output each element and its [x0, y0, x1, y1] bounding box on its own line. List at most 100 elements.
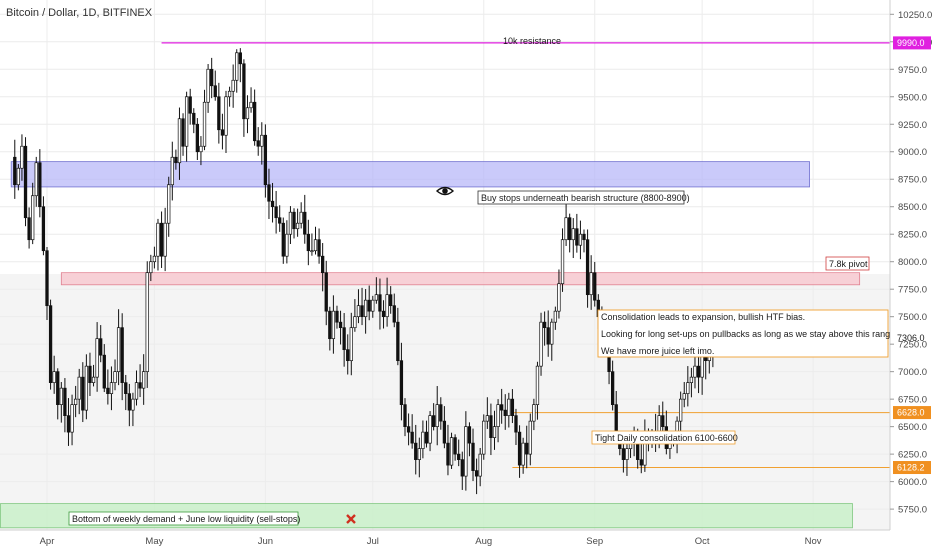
candle-body — [52, 371, 56, 384]
current-price-tag: 7306.0 — [897, 333, 925, 343]
candle-body — [410, 431, 414, 444]
candle-body — [45, 250, 49, 307]
candle-body — [689, 376, 694, 384]
candle-body — [252, 101, 257, 142]
candle-body — [500, 404, 504, 411]
x-tick-label: Jun — [258, 536, 273, 547]
candle-body — [539, 321, 543, 367]
candle-body — [564, 217, 568, 241]
candle-body — [492, 426, 497, 438]
candle-body — [102, 354, 106, 389]
candle-body — [392, 305, 396, 323]
y-tick-label: 10250.0 — [898, 10, 932, 21]
candle-body — [442, 420, 447, 444]
candle-body — [389, 294, 393, 307]
candle-body — [206, 68, 210, 103]
y-tick-label: 9500.0 — [898, 92, 927, 103]
candle-body — [521, 442, 525, 466]
candle-body — [510, 398, 515, 416]
candle-body — [571, 228, 575, 241]
svg-text:Buy stops underneath bearish s: Buy stops underneath bearish structure (… — [481, 193, 690, 203]
candle-body — [116, 327, 121, 373]
candle-body — [256, 140, 260, 147]
candle-body — [403, 404, 407, 427]
candle-body — [249, 101, 253, 109]
candle-body — [156, 222, 160, 257]
candle-body — [263, 134, 268, 186]
candle-body — [342, 327, 346, 351]
candle-body — [127, 393, 131, 411]
candle-body — [99, 338, 103, 356]
range-low-price-tag: 6128.2 — [893, 461, 931, 475]
candle-body — [414, 442, 418, 460]
candle-body — [485, 415, 489, 422]
candle-body — [696, 365, 701, 378]
x-tick-label: Jul — [367, 536, 379, 547]
candle-body — [381, 310, 386, 318]
x-tick-label: Nov — [805, 536, 822, 547]
candle-body — [585, 239, 590, 296]
candle-body — [321, 255, 325, 274]
candle-body — [363, 299, 368, 318]
svg-text:6628.0: 6628.0 — [897, 408, 925, 418]
candle-body — [124, 382, 128, 395]
candle-body — [63, 387, 67, 416]
candle-body — [431, 415, 436, 427]
candle-body — [356, 305, 361, 318]
svg-text:7306.0: 7306.0 — [897, 333, 925, 343]
candle-body — [371, 299, 375, 312]
candle-body — [56, 371, 60, 405]
candle-body — [550, 321, 554, 345]
y-tick-label: 9000.0 — [898, 147, 927, 158]
candle-body — [149, 261, 153, 274]
candle-body — [242, 63, 246, 120]
candle-body — [589, 272, 593, 296]
candle-body — [489, 415, 493, 438]
candle-body — [507, 398, 511, 416]
candle-body — [134, 382, 139, 400]
candle-body — [306, 233, 310, 252]
x-tick-label: Apr — [40, 536, 55, 547]
candle-body — [34, 162, 38, 197]
candle-body — [385, 294, 389, 318]
candle-body — [417, 448, 421, 460]
candle-body — [313, 239, 318, 252]
y-tick-label: 8000.0 — [898, 257, 927, 268]
pivot-zone — [60, 272, 861, 286]
candle-body — [210, 68, 214, 87]
candle-body — [281, 222, 285, 257]
price-axis[interactable] — [890, 0, 932, 550]
candle-body — [213, 85, 217, 98]
candle-body — [84, 365, 89, 411]
candle-body — [231, 79, 235, 92]
candle-body — [220, 129, 225, 136]
y-tick-label: 9250.0 — [898, 120, 927, 131]
candle-body — [41, 206, 46, 252]
candle-body — [621, 448, 626, 460]
y-tick-label: 6000.0 — [898, 477, 927, 488]
x-tick-label: Aug — [475, 536, 492, 547]
candle-body — [424, 431, 429, 444]
candle-body — [106, 387, 110, 395]
candle-body — [174, 156, 178, 164]
candle-body — [77, 376, 81, 400]
candle-body — [610, 371, 615, 405]
candle-body — [446, 442, 450, 466]
candle-body — [686, 382, 690, 395]
candle-body — [517, 431, 522, 466]
candle-body — [328, 310, 332, 340]
candle-body — [152, 255, 157, 263]
candle-body — [303, 211, 307, 235]
candle-body — [109, 382, 114, 395]
candle-body — [260, 134, 264, 147]
candle-body — [13, 156, 17, 186]
candle-body — [278, 217, 282, 224]
candle-body — [224, 96, 228, 136]
y-tick-label: 6500.0 — [898, 422, 927, 433]
time-axis[interactable] — [0, 530, 890, 550]
candle-body — [467, 426, 472, 444]
candle-body — [464, 426, 468, 477]
candle-body — [378, 294, 382, 312]
candle-body — [163, 222, 167, 257]
